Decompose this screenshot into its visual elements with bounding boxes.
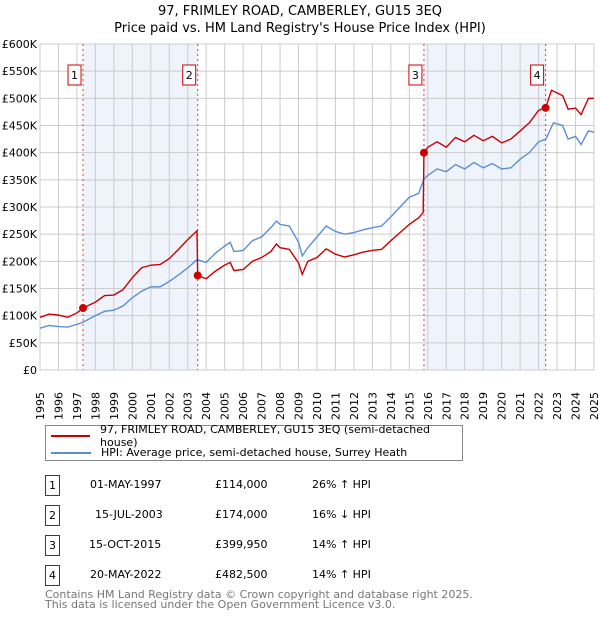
sale-hpi: 14% ↑ HPI [312, 538, 371, 551]
x-tick-label: 2005 [219, 392, 232, 420]
y-tick-label: £0 [23, 364, 37, 377]
sale-number: 3 [45, 535, 60, 556]
x-tick-label: 2021 [514, 392, 527, 420]
y-tick-label: £550K [2, 65, 38, 78]
x-tick-label: 2007 [256, 392, 269, 420]
sale-label: 3 [412, 69, 419, 82]
x-tick-label: 2016 [422, 392, 435, 420]
sale-row: 4 20-MAY-2022 £482,500 14% ↑ HPI [45, 565, 465, 586]
plot-border [39, 43, 595, 371]
legend-item-hpi: HPI: Average price, semi-detached house,… [46, 444, 407, 461]
x-tick-label: 2022 [533, 392, 546, 420]
x-tick-label: 2009 [293, 392, 306, 420]
legend-label: HPI: Average price, semi-detached house,… [101, 446, 408, 459]
x-tick-label: 2024 [570, 392, 583, 420]
chart-title: 97, FRIMLEY ROAD, CAMBERLEY, GU15 3EQ [157, 4, 443, 19]
y-tick-label: £500K [2, 92, 38, 105]
x-tick-label: 2014 [385, 392, 398, 420]
sale-row: 2 15-JUL-2003 £174,000 16% ↓ HPI [45, 505, 465, 526]
x-tick-label: 2006 [237, 392, 250, 420]
x-tick-label: 2010 [311, 392, 324, 420]
y-tick-label: £600K [2, 38, 38, 51]
chart-subtitle: Price paid vs. HM Land Registry's House … [114, 21, 486, 36]
sale-hpi: 16% ↓ HPI [312, 508, 371, 521]
hpi-line [39, 121, 595, 329]
sale-row: 1 01-MAY-1997 £114,000 26% ↑ HPI [45, 475, 465, 496]
sale-price: £114,000 [215, 478, 268, 491]
y-tick-label: £150K [2, 283, 38, 296]
sale-hpi: 26% ↑ HPI [312, 478, 371, 491]
sale-point [541, 103, 550, 112]
sale-number: 1 [45, 475, 60, 496]
x-tick-label: 1997 [71, 392, 84, 420]
price-paid-line [39, 89, 594, 319]
x-tick-label: 2003 [182, 392, 195, 420]
footer-copyright: Contains HM Land Registry data © Crown c… [45, 588, 473, 601]
x-tick-label: 2015 [403, 392, 416, 420]
sale-point [193, 271, 202, 280]
x-tick-label: 2025 [588, 392, 600, 420]
sale-label: 2 [186, 69, 193, 82]
legend-item-property: 97, FRIMLEY ROAD, CAMBERLEY, GU15 3EQ (s… [46, 423, 462, 449]
x-tick-label: 2020 [496, 392, 509, 420]
y-tick-label: £450K [2, 120, 38, 133]
y-tick-label: £50K [9, 337, 38, 350]
sale-row: 3 15-OCT-2015 £399,950 14% ↑ HPI [45, 535, 465, 556]
sale-price: £174,000 [215, 508, 268, 521]
sale-date: 20-MAY-2022 [90, 568, 162, 581]
x-tick-label: 1996 [52, 392, 65, 420]
x-tick-label: 2023 [551, 392, 564, 420]
plot-area: £0 £50K £100K £150K £200K £250K £300K £350K £400… [2, 38, 600, 420]
y-tick-label: £250K [2, 228, 38, 241]
sale-point [79, 304, 88, 313]
x-tick-label: 2019 [477, 392, 490, 420]
x-tick-label: 2011 [329, 392, 342, 420]
sale-number: 4 [45, 565, 60, 586]
x-tick-label: 2001 [145, 392, 158, 420]
y-tick-label: £100K [2, 310, 38, 323]
footer: Contains HM Land Registry data © Crown c… [45, 588, 473, 611]
y-tick-label: £300K [2, 201, 38, 214]
x-tick-label: 1999 [108, 392, 121, 420]
y-tick-label: £350K [2, 174, 38, 187]
sale-number: 2 [45, 505, 60, 526]
x-tick-label: 2000 [126, 392, 139, 420]
x-tick-label: 2008 [274, 392, 287, 420]
sale-label: 1 [71, 69, 78, 82]
legend-label: 97, FRIMLEY ROAD, CAMBERLEY, GU15 3EQ (s… [100, 422, 431, 449]
y-tick-label: £400K [2, 147, 38, 160]
y-tick-label: £200K [2, 255, 38, 268]
legend-swatch-red [51, 434, 91, 437]
x-tick-label: 2017 [440, 392, 453, 420]
sale-label-box [182, 64, 197, 86]
legend-swatch-blue [51, 451, 91, 454]
sale-label-box [408, 64, 423, 86]
sale-label-box [530, 64, 545, 86]
x-tick-label: 1998 [89, 392, 102, 420]
x-tick-label: 2013 [366, 392, 379, 420]
sale-price: £399,950 [215, 538, 268, 551]
sale-point [419, 148, 428, 157]
sale-label-box [67, 64, 82, 86]
sale-date: 15-JUL-2003 [95, 508, 163, 521]
sale-hpi: 14% ↑ HPI [312, 568, 371, 581]
legend: 97, FRIMLEY ROAD, CAMBERLEY, GU15 3EQ (s… [45, 423, 463, 461]
footer-licence: This data is licensed under the Open Gov… [45, 598, 396, 611]
sale-label: 4 [534, 69, 541, 82]
x-tick-label: 1995 [34, 392, 47, 420]
x-tick-label: 2002 [163, 392, 176, 420]
sale-price: £482,500 [215, 568, 268, 581]
x-tick-label: 2018 [459, 392, 472, 420]
sale-date: 15-OCT-2015 [89, 538, 162, 551]
x-tick-label: 2004 [200, 392, 213, 420]
sale-date: 01-MAY-1997 [90, 478, 162, 491]
x-tick-label: 2012 [348, 392, 361, 420]
